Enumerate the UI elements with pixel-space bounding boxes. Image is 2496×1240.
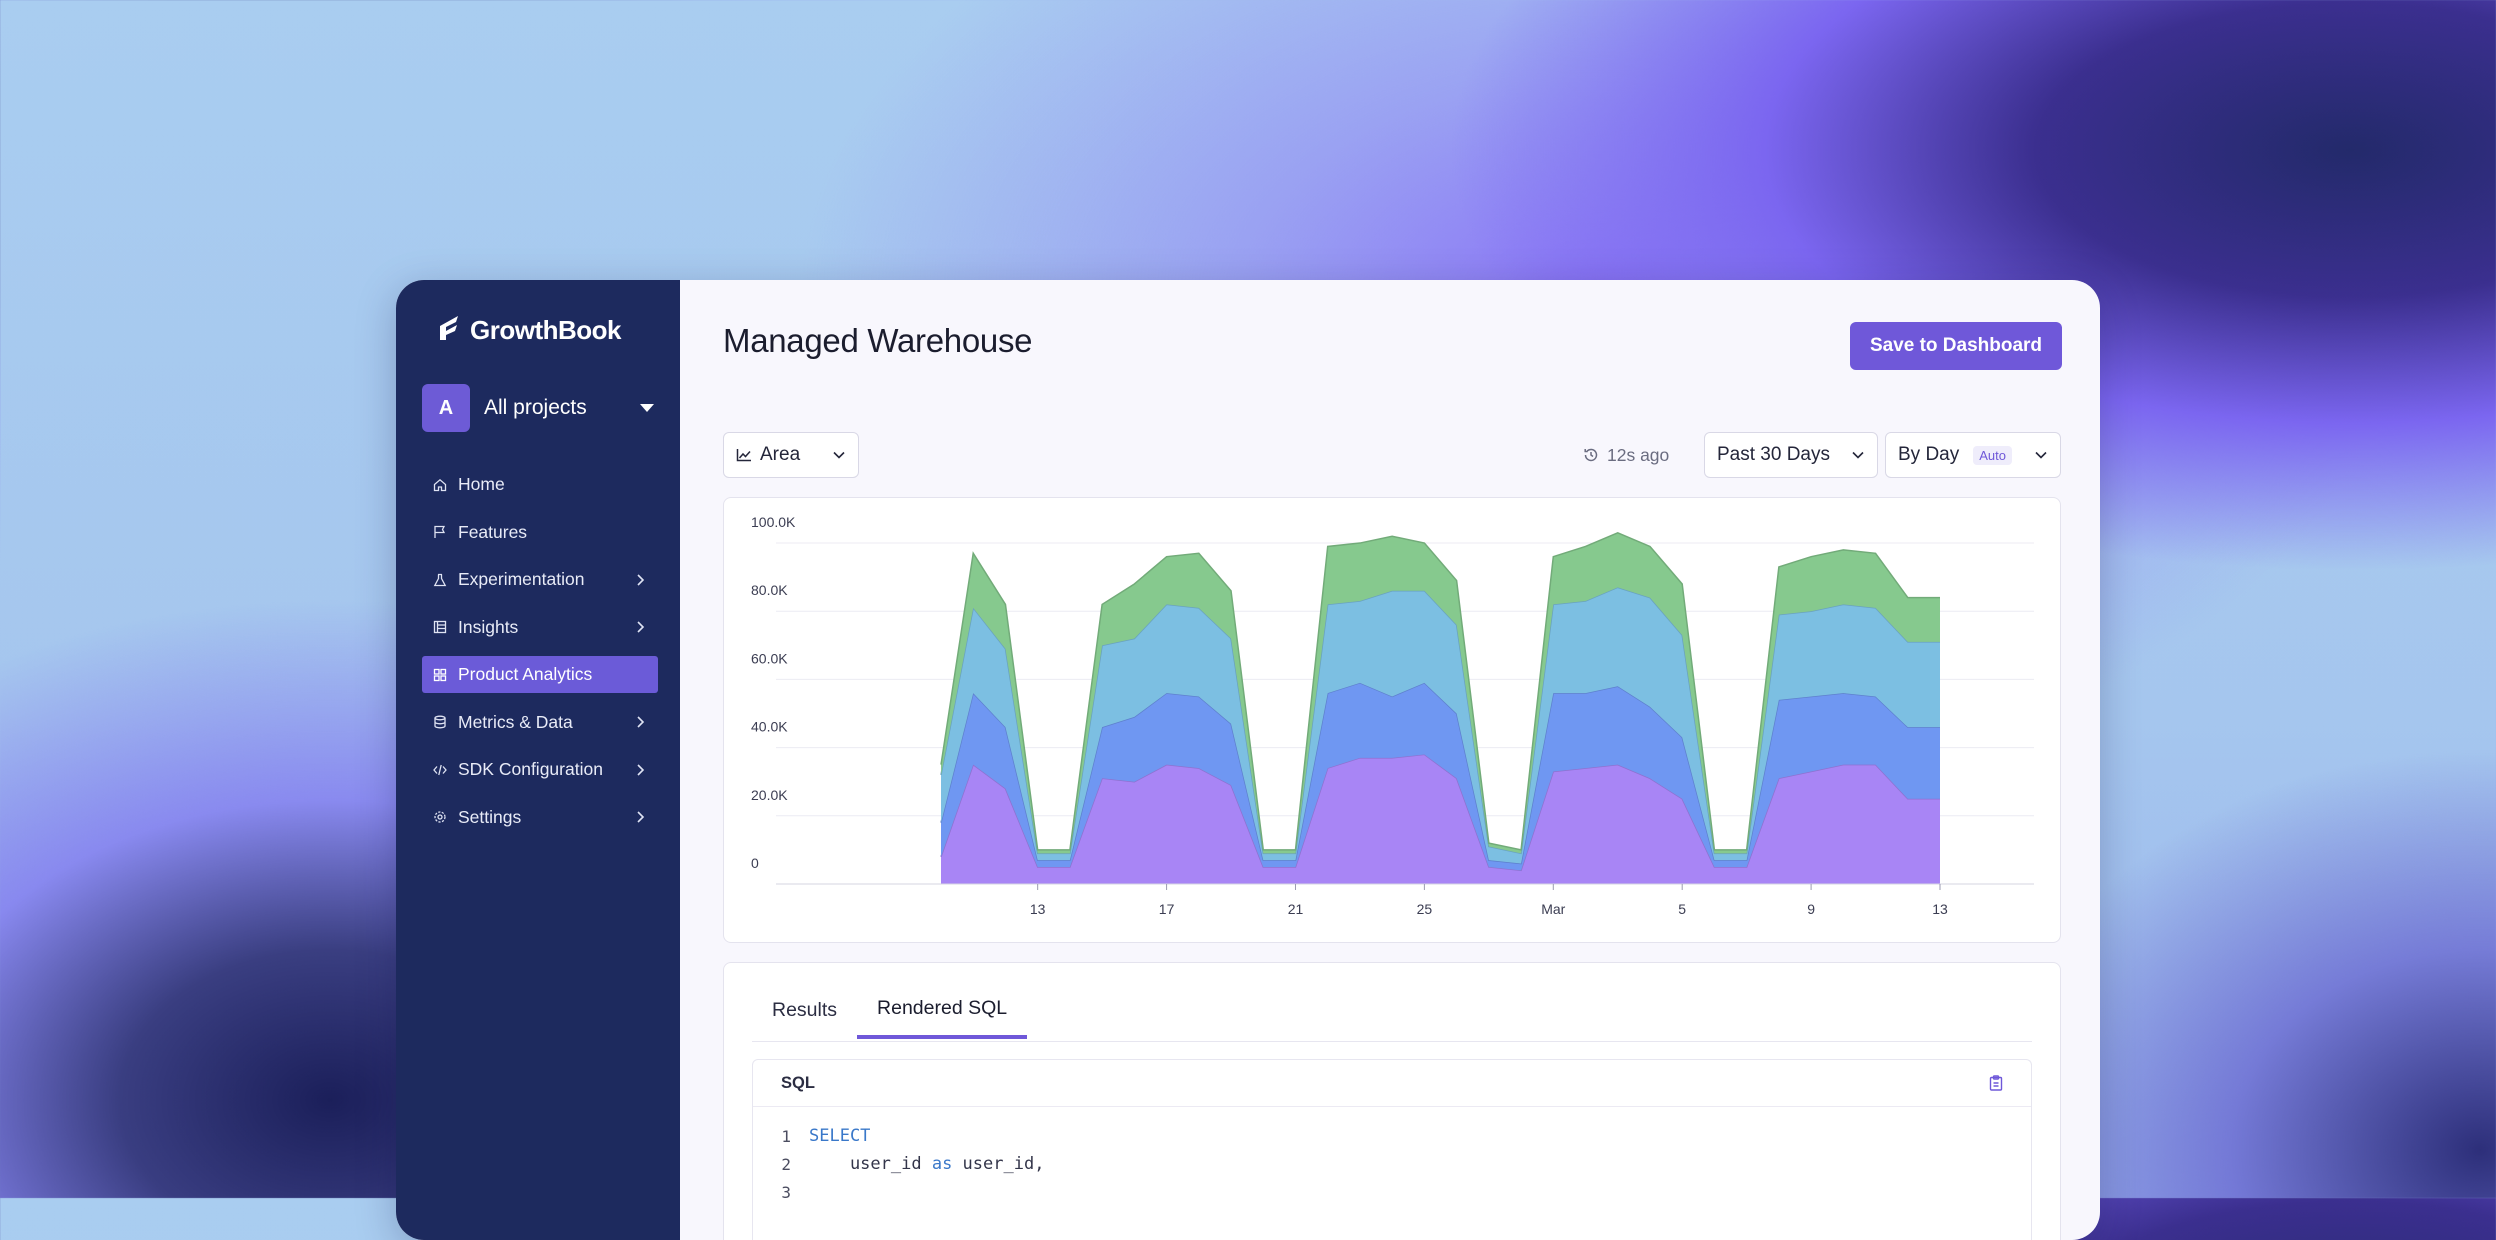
refresh-clock-icon (1583, 447, 1599, 463)
sidebar-item-label: Insights (458, 616, 519, 637)
sql-text: user_id (809, 1154, 932, 1174)
sidebar-item-experimentation[interactable]: Experimentation (422, 561, 658, 598)
sidebar-item-sdk-configuration[interactable]: SDK Configuration (422, 751, 658, 788)
last-refresh[interactable]: 12s ago (1583, 432, 1669, 478)
x-tick-label: 9 (1807, 901, 1815, 917)
sidebar-item-label: Product Analytics (458, 664, 593, 684)
sidebar: GrowthBook A All projects Home Features (396, 280, 680, 1240)
x-tick-label: 13 (1932, 901, 1948, 917)
y-tick-label: 20.0K (751, 787, 788, 803)
report-icon (432, 619, 448, 635)
chevron-down-icon (1851, 450, 1865, 460)
last-refresh-text: 12s ago (1607, 444, 1670, 465)
logo[interactable]: GrowthBook (436, 314, 622, 347)
y-tick-label: 0 (751, 855, 759, 871)
page-title: Managed Warehouse (723, 322, 1033, 359)
sql-text: user_id, (952, 1154, 1045, 1174)
x-tick-label: 25 (1417, 901, 1433, 917)
grid-icon (432, 667, 448, 683)
line-chart-icon (736, 448, 752, 462)
tab-results[interactable]: Results (772, 998, 838, 1021)
date-range-select[interactable]: Past 30 Days (1704, 432, 1878, 478)
main-content: Managed Warehouse Save to Dashboard Area… (680, 280, 2100, 1240)
chart-type-select[interactable]: Area (723, 432, 859, 478)
date-range-value: Past 30 Days (1717, 444, 1830, 465)
series-line-1 (940, 753, 1940, 872)
granularity-select[interactable]: By Day Auto (1885, 432, 2061, 478)
chart-type-value: Area (760, 444, 801, 465)
sidebar-nav: Home Features Experimentation (422, 466, 658, 846)
chevron-right-icon (632, 620, 648, 634)
code-line: 3 (753, 1178, 1044, 1206)
sql-panel: SQL 1 SELECT 2 user_id as user_id, (752, 1059, 2032, 1240)
chevron-right-icon (632, 573, 648, 587)
flask-icon (432, 572, 448, 588)
sql-header-label: SQL (781, 1073, 815, 1092)
granularity-value: By Day (1898, 444, 1960, 465)
sidebar-item-label: Home (458, 474, 505, 494)
app-window: GrowthBook A All projects Home Features (396, 280, 2100, 1240)
sidebar-item-home[interactable]: Home (422, 466, 658, 503)
sql-header: SQL (753, 1060, 2031, 1107)
sql-code: 1 SELECT 2 user_id as user_id, 3 (753, 1122, 1044, 1206)
chart-card: 0 20.0K 40.0K 60.0K 80.0K 100.0K 13 17 21 25 Mar 5 9… (723, 497, 2061, 943)
y-tick-label: 80.0K (751, 582, 788, 598)
sql-keyword: SELECT (809, 1126, 871, 1146)
logo-text: GrowthBook (470, 315, 622, 345)
area-series-1[interactable] (941, 754, 1940, 884)
x-tick-label: 21 (1288, 901, 1304, 917)
sidebar-item-label: Settings (458, 806, 522, 827)
save-to-dashboard-button[interactable]: Save to Dashboard (1850, 322, 2062, 370)
x-tick-label: 5 (1678, 901, 1686, 917)
project-name: All projects (484, 396, 587, 419)
sidebar-item-label: Metrics & Data (458, 711, 573, 732)
chevron-right-icon (632, 810, 648, 824)
sidebar-item-metrics-data[interactable]: Metrics & Data (422, 704, 658, 741)
code-icon (432, 762, 448, 778)
sidebar-item-label: Features (458, 521, 528, 542)
area-series-3[interactable] (941, 587, 1940, 864)
sidebar-item-label: SDK Configuration (458, 759, 603, 779)
line-number: 2 (781, 1154, 791, 1174)
sidebar-item-settings[interactable]: Settings (422, 799, 658, 836)
project-selector[interactable]: A All projects (422, 384, 658, 432)
series-line-4 (940, 532, 1940, 851)
project-avatar: A (422, 384, 470, 432)
database-icon (432, 714, 448, 730)
area-series-4[interactable] (941, 532, 1940, 854)
flag-icon (432, 524, 448, 540)
code-line: 2 user_id as user_id, (753, 1150, 1044, 1178)
gear-icon (432, 809, 448, 825)
results-tabs: Results Rendered SQL (752, 981, 2032, 1042)
code-line: 1 SELECT (753, 1122, 1044, 1150)
home-icon (432, 477, 448, 493)
tab-rendered-sql[interactable]: Rendered SQL (857, 981, 1028, 1039)
line-number: 3 (781, 1182, 791, 1202)
sidebar-item-label: Experimentation (458, 569, 585, 589)
sidebar-item-insights[interactable]: Insights (422, 609, 658, 646)
y-tick-label: 100.0K (751, 514, 796, 530)
area-series-2[interactable] (941, 682, 1940, 871)
x-tick-label: Mar (1541, 901, 1565, 917)
chevron-down-icon (2034, 450, 2048, 460)
clipboard-copy-icon[interactable] (1989, 1075, 2003, 1091)
sidebar-item-features[interactable]: Features (422, 514, 658, 551)
x-tick-label: 13 (1030, 901, 1046, 917)
auto-badge: Auto (1973, 445, 2012, 465)
chevron-down-icon (832, 450, 846, 460)
y-tick-label: 40.0K (751, 719, 788, 735)
stacked-area-chart[interactable]: 0 20.0K 40.0K 60.0K 80.0K 100.0K 13 17 21 25 Mar 5 9… (724, 498, 2062, 944)
sidebar-item-product-analytics[interactable]: Product Analytics (422, 656, 658, 693)
line-number: 1 (781, 1126, 791, 1146)
sql-keyword: as (931, 1154, 953, 1174)
chevron-right-icon (632, 715, 648, 729)
x-tick-label: 17 (1159, 901, 1175, 917)
series-line-2 (940, 681, 1940, 865)
caret-down-icon (640, 404, 654, 412)
y-tick-label: 60.0K (751, 650, 788, 666)
growthbook-logo-icon (436, 314, 462, 347)
chevron-right-icon (632, 763, 648, 777)
results-card: Results Rendered SQL SQL 1 SELECT 2 (723, 962, 2061, 1240)
